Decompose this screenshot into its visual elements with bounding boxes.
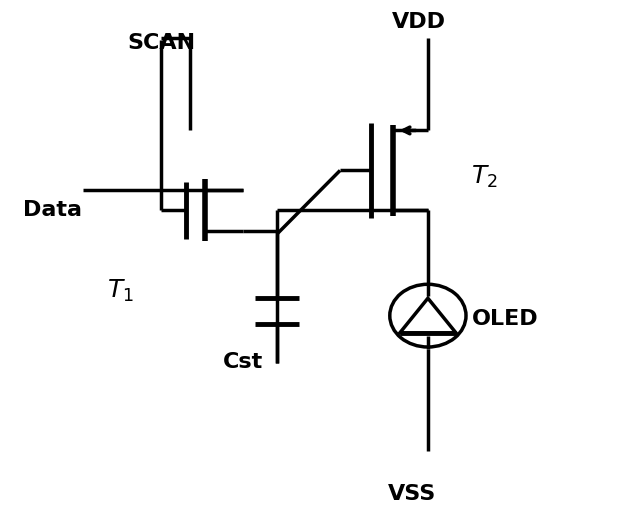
Text: Cst: Cst bbox=[223, 352, 263, 373]
Text: OLED: OLED bbox=[472, 309, 539, 329]
Text: Data: Data bbox=[23, 200, 83, 221]
Text: VSS: VSS bbox=[388, 484, 437, 504]
Text: $T_1$: $T_1$ bbox=[107, 277, 134, 304]
Text: VDD: VDD bbox=[391, 12, 445, 32]
Polygon shape bbox=[399, 298, 456, 333]
Text: $T_2$: $T_2$ bbox=[471, 164, 498, 190]
Text: SCAN: SCAN bbox=[127, 33, 195, 53]
